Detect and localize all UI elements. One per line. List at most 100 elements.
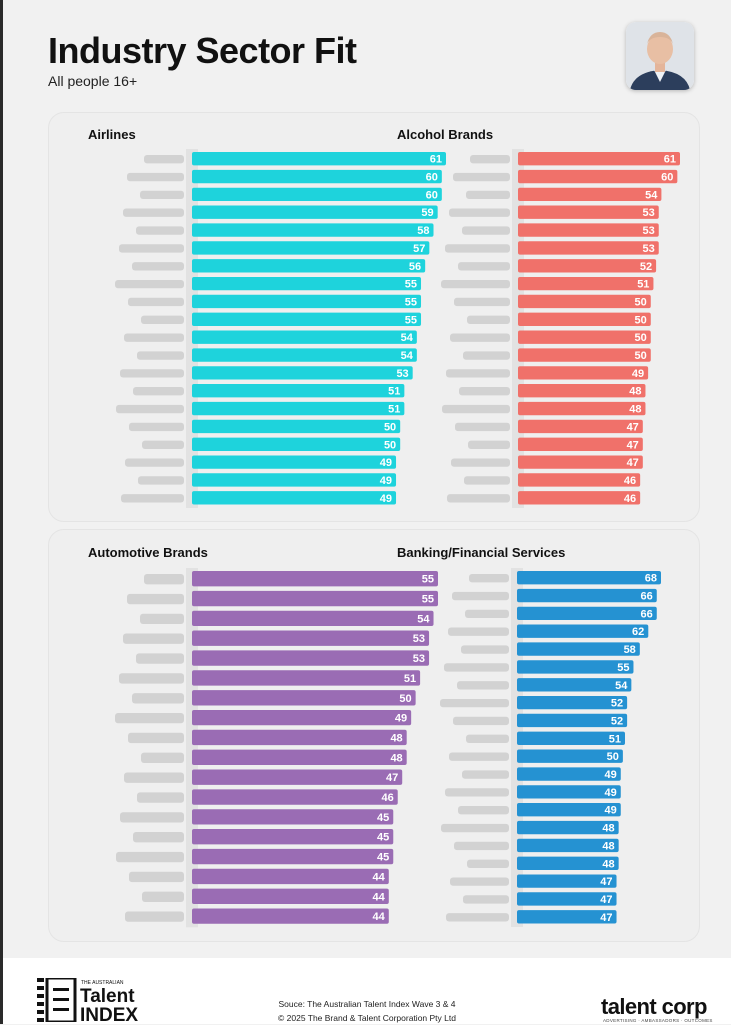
- obscured-label: [442, 404, 510, 414]
- obscured-label: [133, 832, 184, 843]
- obscured-label: [445, 788, 509, 797]
- obscured-label: [120, 812, 184, 823]
- bar-value-label: 47: [627, 457, 639, 469]
- bar-shadow: [512, 149, 524, 508]
- bar: [517, 892, 617, 906]
- bar-value-label: 55: [617, 662, 629, 674]
- bar: [517, 624, 649, 638]
- page-title: Industry Sector Fit: [48, 30, 357, 71]
- obscured-label: [462, 770, 509, 779]
- bar: [192, 809, 394, 825]
- bar-value-label: 56: [409, 261, 421, 273]
- obscured-label: [137, 351, 184, 360]
- bar: [518, 366, 649, 380]
- bar: [192, 610, 434, 627]
- source-note: Souce: The Australian Talent Index Wave …: [3, 997, 731, 1025]
- obscured-label: [458, 262, 510, 271]
- bar: [192, 888, 389, 904]
- bar-value-label: 50: [384, 439, 396, 451]
- bar-value-label: 50: [635, 332, 647, 344]
- obscured-label: [463, 351, 510, 360]
- bar: [518, 491, 641, 505]
- obscured-label: [445, 244, 510, 253]
- chart-title-alcohol: Alcohol Brands: [397, 127, 494, 142]
- bar: [517, 874, 617, 888]
- obscured-label: [455, 422, 510, 432]
- bar-value-label: 51: [404, 673, 416, 685]
- bar-value-label: 45: [377, 832, 389, 844]
- obscured-label: [140, 190, 184, 200]
- bar: [518, 259, 657, 273]
- bar: [518, 241, 659, 255]
- talent-corp-logo: talent corp: [601, 994, 707, 1019]
- bar: [192, 294, 422, 309]
- obscured-label: [449, 752, 509, 761]
- obscured-label: [459, 387, 510, 396]
- source-line-2: © 2025 The Brand & Talent Corporation Pt…: [278, 1013, 456, 1023]
- bar-value-label: 59: [421, 207, 433, 219]
- left-edge-strip: [0, 0, 3, 1024]
- logo-small-text: THE AUSTRALIAN: [81, 980, 124, 986]
- bar-value-label: 48: [629, 404, 641, 416]
- bar: [192, 205, 438, 219]
- bar: [518, 276, 654, 291]
- obscured-label: [453, 716, 509, 726]
- obscured-label: [127, 172, 184, 182]
- bar: [518, 187, 662, 202]
- bar: [518, 294, 651, 309]
- bar: [192, 223, 434, 237]
- bar-value-label: 53: [413, 653, 425, 665]
- bar: [518, 473, 641, 487]
- bar: [192, 650, 430, 666]
- bar-value-label: 54: [401, 332, 414, 344]
- obscured-label: [136, 653, 184, 664]
- bar-value-label: 53: [413, 633, 425, 645]
- obscured-label: [444, 663, 509, 672]
- bar-value-label: 53: [643, 243, 655, 255]
- automotive-bar-chart: 55 55 54 53 53 51 50 49 48 48 47 46 45 45 45 44 44 44: [115, 568, 438, 928]
- obscured-label: [466, 734, 509, 743]
- bar-value-label: 48: [390, 732, 402, 744]
- bar-value-label: 55: [405, 279, 417, 291]
- obscured-label: [464, 476, 510, 485]
- obscured-label: [120, 369, 184, 378]
- bar: [192, 908, 389, 924]
- obscured-label: [453, 172, 510, 182]
- banking-bar-chart: 68 66 66 62 58 55 54 52 52 51 50 49 49 49 48 48 48 47 47 47: [440, 568, 661, 927]
- obscured-label: [448, 627, 509, 636]
- bar: [517, 642, 640, 656]
- obscured-label: [454, 841, 509, 851]
- bar: [517, 767, 621, 781]
- obscured-label: [121, 494, 184, 503]
- bar-value-label: 55: [405, 314, 417, 326]
- bar: [518, 205, 659, 219]
- bar-value-label: 47: [627, 421, 639, 433]
- obscured-label: [129, 871, 184, 883]
- bar: [192, 690, 416, 706]
- obscured-label: [467, 859, 509, 868]
- bar: [518, 419, 643, 434]
- bar-value-label: 62: [632, 626, 644, 638]
- bar-value-label: 44: [373, 911, 386, 923]
- obscured-label: [468, 440, 510, 449]
- bar: [517, 695, 628, 710]
- page-subtitle: All people 16+: [48, 73, 138, 89]
- bar-value-label: 54: [645, 189, 658, 201]
- bar-value-label: 50: [635, 350, 647, 362]
- bar: [518, 330, 651, 344]
- bar: [192, 401, 405, 416]
- bar-value-label: 49: [605, 787, 617, 799]
- chart-title-automotive: Automotive Brands: [88, 545, 208, 560]
- obscured-label: [458, 806, 509, 815]
- bar: [192, 437, 401, 451]
- bar: [517, 749, 623, 763]
- bar-value-label: 48: [602, 823, 614, 835]
- obscured-label: [141, 315, 184, 324]
- bar-value-label: 68: [645, 573, 657, 585]
- bar-value-label: 48: [390, 752, 402, 764]
- obscured-label: [123, 633, 184, 644]
- obscured-label: [124, 772, 184, 783]
- obscured-label: [129, 422, 184, 432]
- obscured-label: [115, 712, 184, 724]
